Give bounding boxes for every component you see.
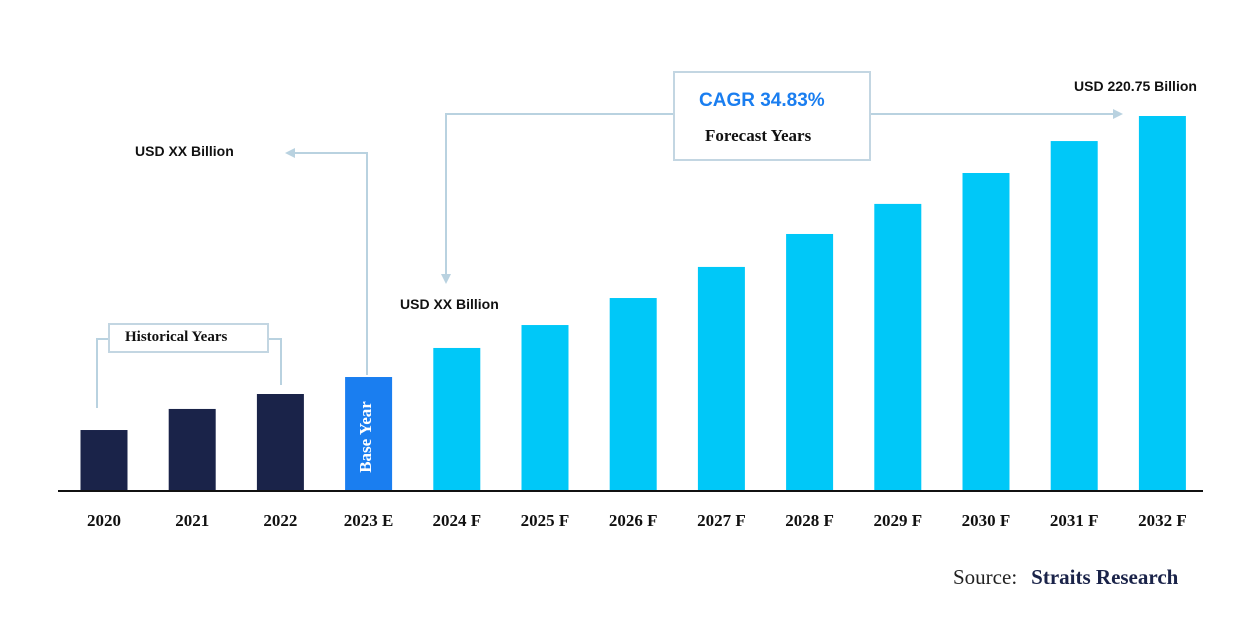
x-tick-label: 2025 F [521, 511, 570, 530]
arrowheads [285, 109, 1123, 284]
x-tick-label: 2027 F [697, 511, 746, 530]
forecast-box [673, 71, 871, 161]
source-prefix: Source: [953, 565, 1018, 589]
x-tick-label: 2021 [175, 511, 209, 530]
bar-2027-f [697, 266, 745, 491]
x-tick-label: 2022 [263, 511, 297, 530]
bar-2024-f [433, 347, 481, 491]
x-tick-label: 2028 F [785, 511, 834, 530]
x-tick-label: 2026 F [609, 511, 658, 530]
bar-2025-f [521, 325, 569, 491]
annotation-connectors [96, 113, 1115, 408]
bar-2021 [168, 408, 216, 491]
historical-bracket [96, 338, 108, 408]
bar-2026-f [609, 298, 657, 491]
bar-2031-f [1050, 141, 1098, 491]
value-label-2032: USD 220.75 Billion [1074, 78, 1197, 94]
historical-years-box [108, 323, 269, 353]
arrow-down-icon [441, 274, 451, 284]
forecast-years-label: Forecast Years [705, 126, 812, 145]
bar-2022 [256, 394, 304, 491]
source-name: Straits Research [1031, 565, 1179, 589]
x-tick-label: 2029 F [873, 511, 922, 530]
x-tick-label: 2032 F [1138, 511, 1187, 530]
bar-2030-f [962, 172, 1010, 491]
x-tick-label: 2024 F [432, 511, 481, 530]
value-label-2023: USD XX Billion [135, 143, 234, 159]
arrow-right-icon [1113, 109, 1123, 119]
bar-2023-e [345, 377, 393, 491]
historical-years-label: Historical Years [125, 329, 228, 345]
source-note: Source: Straits Research [953, 565, 1178, 590]
bar-2032-f [1138, 116, 1186, 491]
bar-2028-f [786, 233, 834, 491]
x-tick-label: 2023 E [344, 511, 394, 530]
historical-bracket-right [268, 338, 282, 385]
cagr-label: CAGR 34.83% [699, 90, 825, 111]
x-tick-label: 2031 F [1050, 511, 1099, 530]
bar-2020 [80, 430, 128, 491]
arrow-left-icon [285, 148, 295, 158]
value-label-2024: USD XX Billion [400, 296, 499, 312]
x-tick-label: 2030 F [962, 511, 1011, 530]
base-year-label: Base Year [356, 401, 375, 473]
bar-2029-f [874, 203, 922, 492]
forecast-left-connector [445, 113, 674, 278]
base-year-connector [292, 152, 368, 375]
x-tick-label: 2020 [87, 511, 121, 530]
